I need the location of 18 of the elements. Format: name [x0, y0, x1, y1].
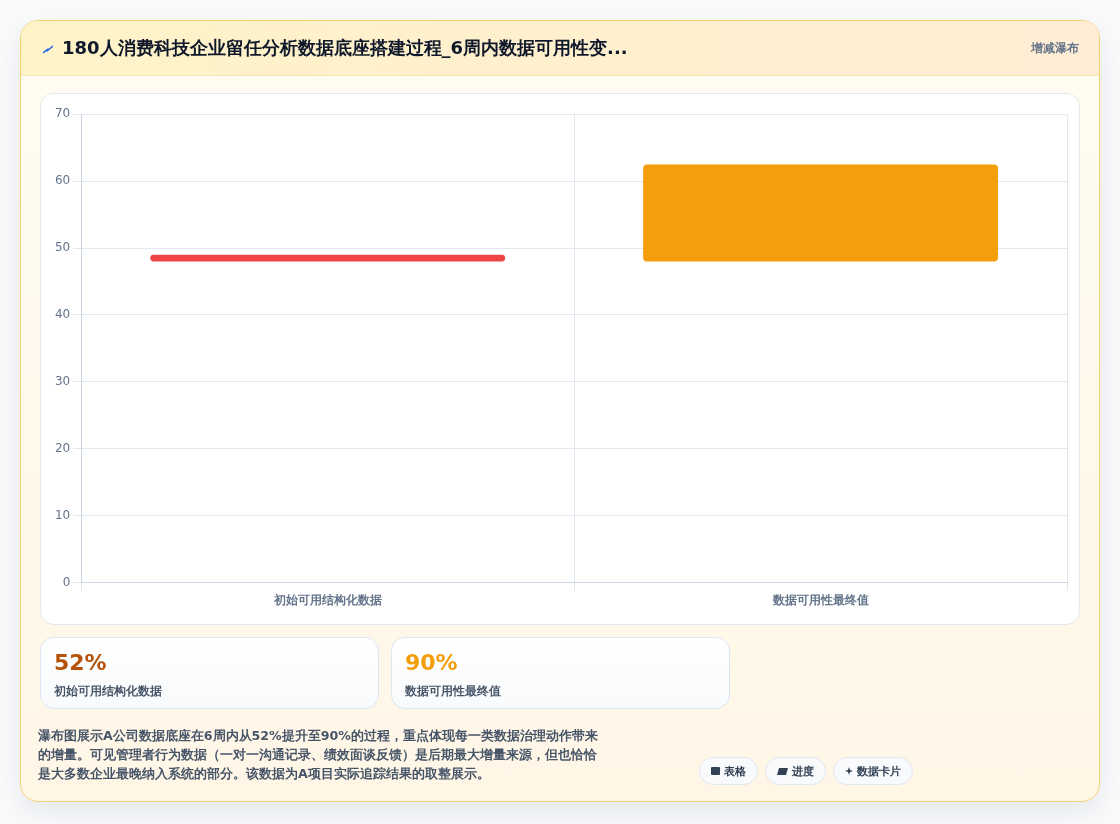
- y-tick-label: 10: [54, 507, 71, 522]
- y-tick-label: 20: [54, 440, 71, 455]
- text: 表格: [724, 763, 746, 779]
- text: 数据卡片: [857, 763, 901, 779]
- chart-title: 180人消费科技企业留任分析数据底座搭建过程_6周内数据可用性变...: [62, 36, 628, 60]
- y-tick-label: 60: [54, 173, 71, 188]
- chart-subtitle: 增减瀑布: [1031, 40, 1079, 56]
- y-tick-label: 40: [54, 307, 71, 322]
- text: 初始可用结构化数据: [54, 683, 162, 699]
- text: 进度: [792, 763, 814, 779]
- text: 数据可用性最终值: [405, 683, 501, 699]
- y-tick-label: 50: [54, 240, 71, 255]
- text: 90%: [405, 650, 458, 676]
- text: 瀑布图展示A公司数据底座在6周内从52%提升至90%的过程，重点体现每一类数据治理动作带来的增量。可见管理者行为数据（一对一沟通记录、绩效面谈反馈）是后期最大增量来源，但也恰恰是大多数企业最晚纳入系统的部分。该数据为A项目实际追踪结果的取整展示。: [38, 727, 599, 783]
- text: 52%: [54, 650, 107, 676]
- y-tick-label: 30: [54, 373, 71, 388]
- y-tick-label: 0: [62, 574, 71, 589]
- y-tick-label: 70: [54, 106, 71, 121]
